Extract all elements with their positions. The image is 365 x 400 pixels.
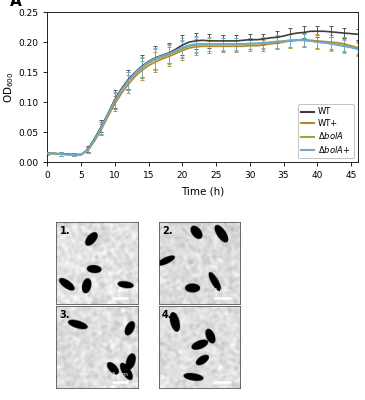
Text: 1 μm: 1 μm <box>112 288 128 294</box>
Y-axis label: OD$_{600}$: OD$_{600}$ <box>2 72 16 103</box>
Text: A: A <box>10 0 22 9</box>
X-axis label: Time (h): Time (h) <box>181 186 224 196</box>
Legend: WT, WT+, $\Delta bolA$, $\Delta bolA$+: WT, WT+, $\Delta bolA$, $\Delta bolA$+ <box>298 104 354 158</box>
Text: 1.: 1. <box>59 226 70 236</box>
Text: 3.: 3. <box>59 310 70 320</box>
Text: 2.: 2. <box>162 226 173 236</box>
Text: B: B <box>16 214 28 229</box>
Text: 1 μm: 1 μm <box>112 372 128 378</box>
Text: 4.: 4. <box>162 310 173 320</box>
Text: 1 μm: 1 μm <box>214 372 230 378</box>
Text: 1 μm: 1 μm <box>214 288 230 294</box>
